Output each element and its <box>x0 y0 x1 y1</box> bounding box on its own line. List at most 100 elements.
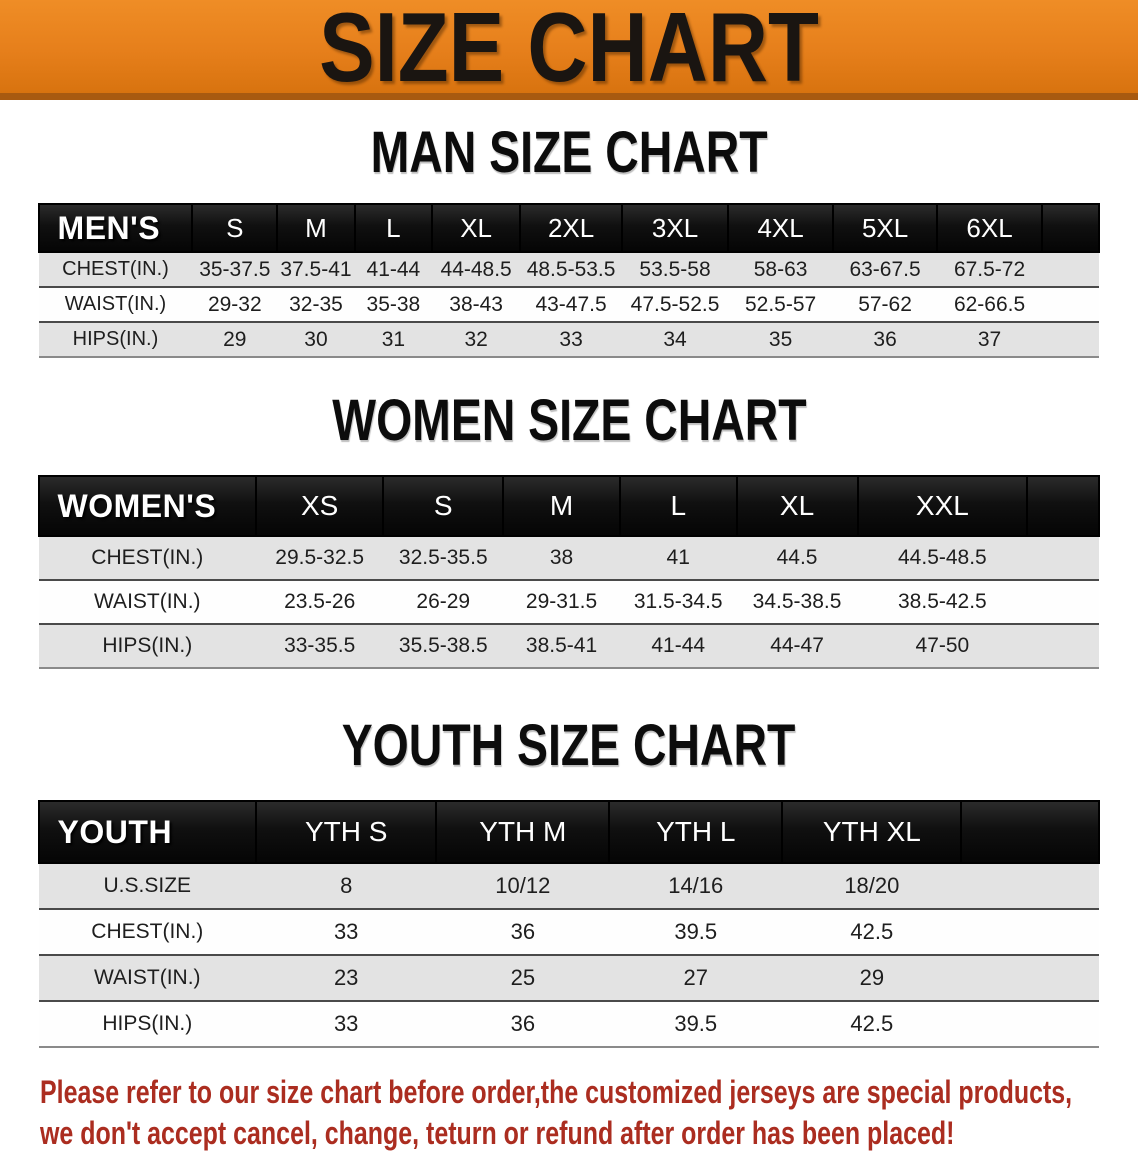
size-value-cell: 48.5-53.5 <box>520 251 622 287</box>
size-value-cell: 42.5 <box>782 1000 962 1048</box>
section-mens: MAN SIZE CHART MEN'S S M L XL 2XL 3XL 4XL 5XL 6XL… <box>0 120 1138 358</box>
size-value-cell: 26-29 <box>383 579 504 624</box>
table-row: HIPS(IN.) 33 36 39.5 42.5 <box>38 1000 1100 1048</box>
header-filler-cell <box>1041 203 1101 253</box>
size-value-cell: 32-35 <box>277 286 355 322</box>
size-value-cell: 41-44 <box>354 251 433 287</box>
table-row: CHEST(IN.) 29.5-32.5 32.5-35.5 38 41 44.5 44.5… <box>38 535 1100 580</box>
size-value-cell: 44-47 <box>736 623 858 669</box>
size-value-cell: 29-31.5 <box>503 579 620 624</box>
row-label-cell: CHEST(IN.) <box>38 535 257 580</box>
column-header-cell: XS <box>255 475 385 537</box>
size-value-cell: 44-48.5 <box>432 251 521 287</box>
size-value-cell: 53.5-58 <box>622 251 729 287</box>
size-value-cell: 33-35.5 <box>256 623 384 669</box>
size-value-cell: 38.5-42.5 <box>857 579 1028 624</box>
filler-cell <box>1042 321 1100 358</box>
filler-cell <box>1027 579 1100 624</box>
size-value-cell: 44.5-48.5 <box>857 535 1028 580</box>
size-value-cell: 18/20 <box>782 862 962 909</box>
disclaimer-line-1: Please refer to our size chart before or… <box>40 1074 1073 1110</box>
disclaimer: Please refer to our size chart before or… <box>40 1072 1138 1154</box>
column-header-cell: L <box>618 475 738 537</box>
disclaimer-line-2: we don't accept cancel, change, teturn o… <box>40 1115 955 1151</box>
filler-cell <box>1027 535 1100 580</box>
size-value-cell: 43-47.5 <box>520 286 622 322</box>
mens-section-heading-text: MAN SIZE CHART <box>370 120 768 185</box>
size-value-cell: 31 <box>354 321 433 358</box>
womens-size-table: WOMEN'S XS S M L XL XXL CHEST(IN.) 29.5-32.5 32.5… <box>37 475 1101 669</box>
size-value-cell: 27 <box>609 954 783 1001</box>
column-header-cell: XL <box>735 475 859 537</box>
filler-cell <box>961 954 1100 1001</box>
size-value-cell: 29 <box>192 321 278 358</box>
mens-table-label: MEN'S <box>37 203 194 253</box>
size-value-cell: 37 <box>937 321 1043 358</box>
row-label-cell: WAIST(IN.) <box>38 579 257 624</box>
mens-section-heading: MAN SIZE CHART <box>0 120 1138 185</box>
table-row: HIPS(IN.) 33-35.5 35.5-38.5 38.5-41 41-44 44-… <box>38 623 1100 669</box>
table-row: WAIST(IN.) 23 25 27 29 <box>38 954 1100 1001</box>
row-label-cell: HIPS(IN.) <box>38 623 257 669</box>
filler-cell <box>1042 251 1100 287</box>
header-filler-cell <box>960 800 1101 864</box>
column-header-cell: 4XL <box>727 203 835 253</box>
size-value-cell: 63-67.5 <box>833 251 938 287</box>
header-filler-cell <box>1026 475 1101 537</box>
table-row: WAIST(IN.) 23.5-26 26-29 29-31.5 31.5-34.5 34… <box>38 579 1100 624</box>
size-value-cell: 34.5-38.5 <box>736 579 858 624</box>
womens-section-heading: WOMEN SIZE CHART <box>0 388 1138 453</box>
size-value-cell: 33 <box>520 321 622 358</box>
womens-size-table-host: WOMEN'S XS S M L XL XXL CHEST(IN.) 29.5-32.5 32.5… <box>0 475 1138 669</box>
section-youth: YOUTH SIZE CHART YOUTH YTH S YTH M YTH L YTH… <box>0 713 1138 1048</box>
column-header-cell: S <box>191 203 279 253</box>
youth-table-header-row: YOUTH YTH S YTH M YTH L YTH XL <box>37 800 1101 864</box>
column-header-cell: YTH S <box>255 800 438 864</box>
banner: SIZE CHART <box>0 0 1138 100</box>
youth-table-label: YOUTH <box>37 800 258 864</box>
table-row: CHEST(IN.) 35-37.5 37.5-41 41-44 44-48.5 48.5… <box>38 251 1100 287</box>
size-value-cell: 44.5 <box>736 535 858 580</box>
row-label-cell: U.S.SIZE <box>38 862 257 909</box>
size-value-cell: 33 <box>256 1000 437 1048</box>
youth-section-heading-text: YOUTH SIZE CHART <box>342 713 796 778</box>
size-value-cell: 8 <box>256 862 437 909</box>
column-header-cell: S <box>382 475 505 537</box>
size-value-cell: 35-38 <box>354 286 433 322</box>
size-value-cell: 34 <box>622 321 729 358</box>
table-row: HIPS(IN.) 29 30 31 32 33 34 35 36 37 <box>38 321 1100 358</box>
size-value-cell: 35-37.5 <box>192 251 278 287</box>
section-womens: WOMEN SIZE CHART WOMEN'S XS S M L XL XXL CHEST(… <box>0 388 1138 669</box>
size-value-cell: 29-32 <box>192 286 278 322</box>
column-header-cell: 2XL <box>519 203 623 253</box>
column-header-cell: M <box>502 475 621 537</box>
size-value-cell: 35.5-38.5 <box>383 623 504 669</box>
size-value-cell: 30 <box>277 321 355 358</box>
size-value-cell: 47.5-52.5 <box>622 286 729 322</box>
row-label-cell: CHEST(IN.) <box>38 908 257 955</box>
size-value-cell: 57-62 <box>833 286 938 322</box>
row-label-cell: WAIST(IN.) <box>38 286 193 322</box>
size-value-cell: 29.5-32.5 <box>256 535 384 580</box>
mens-size-table-host: MEN'S S M L XL 2XL 3XL 4XL 5XL 6XL CHEST(IN.) 35-37… <box>0 203 1138 358</box>
size-value-cell: 33 <box>256 908 437 955</box>
size-value-cell: 36 <box>436 1000 610 1048</box>
womens-section-heading-text: WOMEN SIZE CHART <box>331 388 807 453</box>
size-value-cell: 10/12 <box>436 862 610 909</box>
size-value-cell: 31.5-34.5 <box>619 579 737 624</box>
filler-cell <box>961 908 1100 955</box>
row-label-cell: CHEST(IN.) <box>38 251 193 287</box>
womens-table-label: WOMEN'S <box>37 475 258 537</box>
size-value-cell: 42.5 <box>782 908 962 955</box>
size-value-cell: 41-44 <box>619 623 737 669</box>
column-header-cell: 6XL <box>936 203 1044 253</box>
size-value-cell: 58-63 <box>728 251 834 287</box>
filler-cell <box>1042 286 1100 322</box>
column-header-cell: M <box>276 203 356 253</box>
size-value-cell: 62-66.5 <box>937 286 1043 322</box>
size-value-cell: 36 <box>833 321 938 358</box>
size-value-cell: 37.5-41 <box>277 251 355 287</box>
banner-title: SIZE CHART <box>319 0 819 102</box>
size-value-cell: 25 <box>436 954 610 1001</box>
row-label-cell: HIPS(IN.) <box>38 1000 257 1048</box>
